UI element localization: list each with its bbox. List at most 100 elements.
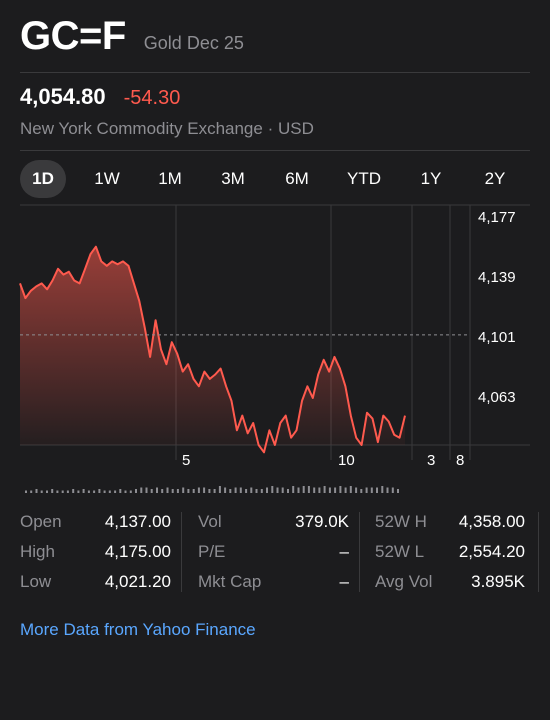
volume-bar xyxy=(208,489,211,493)
stat-label: Mkt Cap xyxy=(198,572,262,591)
time-range-selector: 1D 1W 1M 3M 6M YTD 1Y 2Y 5Y xyxy=(20,160,550,198)
volume-bar xyxy=(124,490,127,493)
volume-bar xyxy=(365,487,368,493)
volume-bar xyxy=(386,487,389,493)
volume-bar xyxy=(30,490,33,493)
volume-bar xyxy=(391,487,394,493)
range-tab-5y[interactable]: 5Y xyxy=(535,160,550,198)
volume-bar xyxy=(77,490,80,493)
volume-bar xyxy=(135,489,137,493)
range-tab-2y[interactable]: 2Y xyxy=(484,169,506,188)
range-tab-1m[interactable]: 1M xyxy=(158,169,182,188)
volume-bar xyxy=(25,490,27,493)
price-line xyxy=(19,245,406,454)
volume-bar xyxy=(376,487,378,493)
ticker-symbol: GC=F xyxy=(20,14,126,58)
volume-bar xyxy=(35,489,38,493)
volume-bar xyxy=(292,486,295,493)
volume-bar xyxy=(182,487,185,493)
volume-bar xyxy=(40,490,43,493)
volume-bar xyxy=(103,490,106,493)
volume-bar xyxy=(218,486,221,493)
stat-value: – xyxy=(339,572,349,591)
stat-label: 52W H xyxy=(375,512,427,531)
stat-value: 4,137.00 xyxy=(104,512,171,531)
range-tab-ytd[interactable]: YTD xyxy=(347,169,381,188)
volume-bar xyxy=(72,489,75,493)
volume-bar xyxy=(197,487,200,493)
volume-bar xyxy=(234,487,237,493)
volume-bar xyxy=(82,489,85,493)
y-tick-label: 4,177 xyxy=(478,209,516,226)
volume-bar xyxy=(140,487,143,493)
volume-bar xyxy=(287,489,289,493)
price-divider xyxy=(20,150,530,151)
range-tab-1d[interactable]: 1D xyxy=(20,160,66,198)
volume-bars xyxy=(25,486,399,493)
stat-value: 379.0K xyxy=(295,512,349,531)
instrument-name: Gold Dec 25 xyxy=(143,33,244,53)
volume-bar xyxy=(313,487,316,493)
volume-bar xyxy=(192,489,195,493)
range-tab-6m[interactable]: 6M xyxy=(285,169,309,188)
stat-value: 4,175.00 xyxy=(104,542,171,561)
stats-column-separator xyxy=(181,512,182,592)
x-tick-label: 8 xyxy=(456,452,464,469)
more-data-link[interactable]: More Data from Yahoo Finance xyxy=(20,620,256,639)
current-price: 4,054.80 xyxy=(20,84,106,109)
volume-bar xyxy=(166,487,169,493)
volume-bar xyxy=(344,487,347,493)
x-tick-label: 3 xyxy=(427,452,435,469)
price-area-fill xyxy=(20,246,405,453)
volume-bar xyxy=(229,489,232,493)
volume-bar xyxy=(114,490,117,493)
volume-bar xyxy=(307,486,310,493)
volume-bar xyxy=(271,486,274,493)
volume-bar xyxy=(224,487,227,493)
volume-bar xyxy=(119,489,122,493)
range-tab-1y[interactable]: 1Y xyxy=(420,169,442,188)
volume-bar xyxy=(171,489,174,493)
volume-bar xyxy=(370,487,373,493)
volume-bar xyxy=(129,490,132,493)
volume-bar xyxy=(87,490,90,493)
volume-bar xyxy=(255,489,258,493)
stat-label: Open xyxy=(20,512,62,531)
y-tick-label: 4,063 xyxy=(478,389,516,406)
volume-bar xyxy=(51,489,54,493)
price-row: 4,054.80 -54.30 xyxy=(20,84,180,110)
volume-bar xyxy=(156,487,158,493)
volume-bar xyxy=(328,487,331,493)
volume-bar xyxy=(98,489,101,493)
y-tick-label: 4,139 xyxy=(478,269,516,286)
stat-value: 4,021.20 xyxy=(104,572,171,591)
volume-bar xyxy=(56,490,59,493)
volume-bar xyxy=(381,486,384,493)
volume-bar xyxy=(355,487,358,493)
volume-bar xyxy=(93,490,96,493)
stats-grid: Open 4,137.00 High 4,175.00 Low 4,021.20 Vol 37… xyxy=(20,512,550,602)
volume-bar xyxy=(318,487,321,493)
range-tab-3m[interactable]: 3M xyxy=(221,169,245,188)
volume-bar xyxy=(360,489,363,493)
volume-bar xyxy=(213,489,216,493)
volume-bar xyxy=(66,490,69,493)
volume-bar xyxy=(302,486,305,493)
volume-bar xyxy=(297,487,300,493)
stat-label: 52W L xyxy=(375,542,425,561)
price-chart[interactable]: 4,177 4,139 4,101 4,063 5 10 3 8 xyxy=(0,200,550,500)
stat-value: 4,358.00 xyxy=(458,512,525,531)
stat-value: 2,554.20 xyxy=(458,542,525,561)
stat-label: High xyxy=(20,542,55,561)
volume-bar xyxy=(108,490,111,493)
volume-bar xyxy=(145,487,148,493)
stat-label: Avg Vol xyxy=(375,572,433,591)
volume-bar xyxy=(150,489,153,493)
range-tab-1w[interactable]: 1W xyxy=(94,169,120,188)
volume-bar xyxy=(266,487,268,493)
y-tick-label: 4,101 xyxy=(478,329,516,346)
volume-bar xyxy=(281,487,284,493)
volume-bar xyxy=(349,486,352,493)
volume-bar xyxy=(276,487,279,493)
volume-bar xyxy=(397,489,399,493)
